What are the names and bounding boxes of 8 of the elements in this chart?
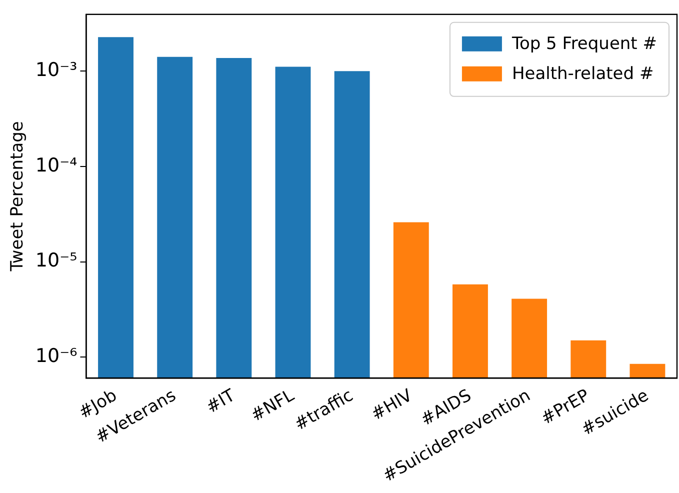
y-tick-label: 10⁻⁵ bbox=[35, 250, 78, 272]
y-axis-title: Tweet Percentage bbox=[8, 121, 28, 272]
y-tick-label: 10⁻⁴ bbox=[35, 154, 78, 176]
legend-label: Top 5 Frequent # bbox=[510, 34, 658, 54]
y-tick-label: 10⁻³ bbox=[35, 59, 78, 82]
x-tick-label: #IT bbox=[202, 385, 240, 418]
y-tick-label: 10⁻⁶ bbox=[35, 345, 78, 368]
legend-label: Health-related # bbox=[512, 64, 654, 84]
